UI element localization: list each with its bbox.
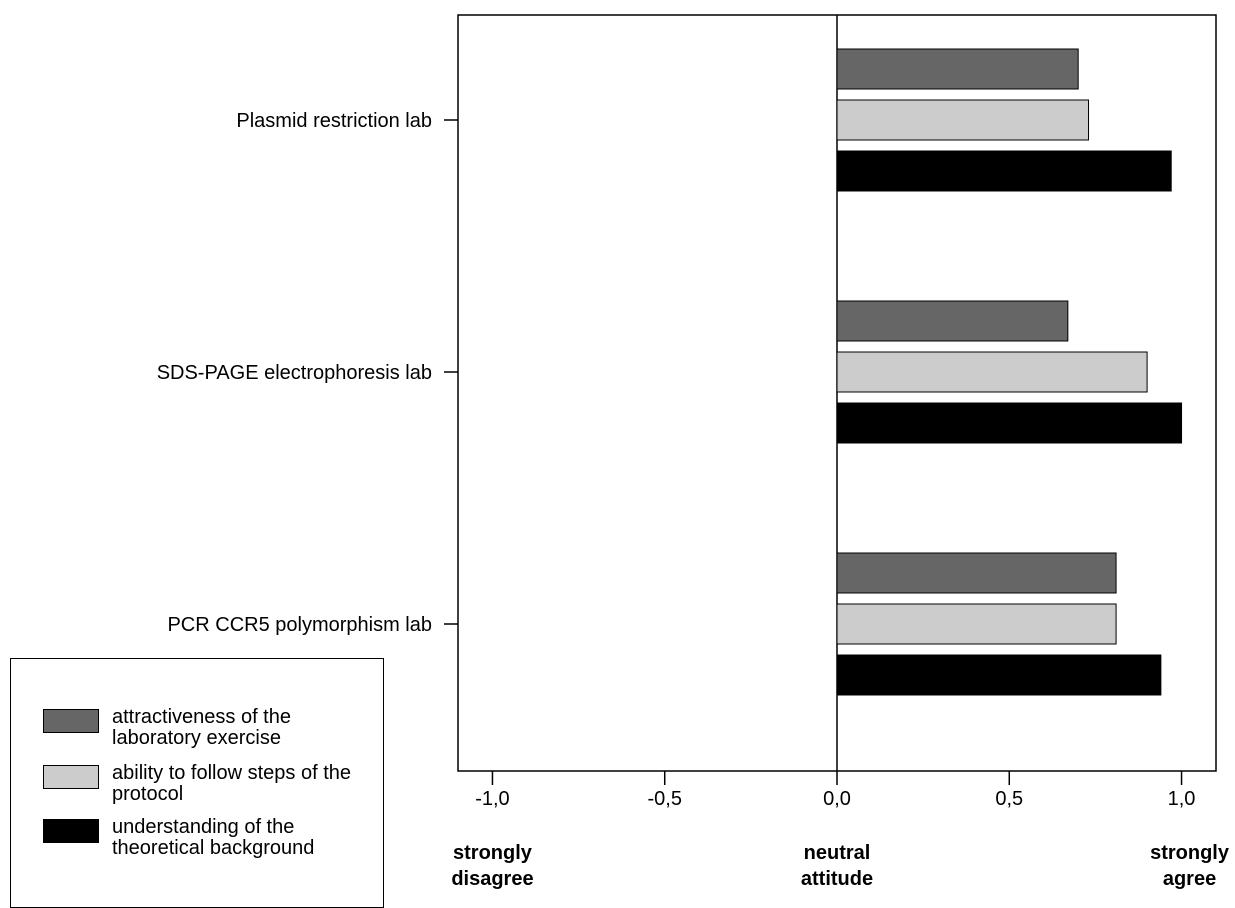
bar-plasmid-restriction-lab-series-2 xyxy=(836,99,1090,141)
bar-pcr-ccr5-polymorphism-lab-series-3 xyxy=(836,654,1162,696)
bar-pcr-ccr5-polymorphism-lab-series-1 xyxy=(836,552,1117,594)
bar-plasmid-restriction-lab-series-1 xyxy=(836,48,1079,90)
category-axis: Plasmid restriction lab SDS-PAGE electrop… xyxy=(157,110,458,636)
legend-swatch-attractiveness xyxy=(43,709,99,733)
x-tick-label: 0,5 xyxy=(995,788,1023,810)
anchor-label-disagree: disagree xyxy=(451,868,533,890)
legend-label-attractiveness: attractiveness of the laboratory exercis… xyxy=(112,706,291,749)
legend-swatch-ability xyxy=(43,765,99,789)
bar-sds-page-electrophoresis-lab-series-3 xyxy=(836,402,1183,444)
legend-swatch-understanding xyxy=(43,819,99,843)
anchor-label-strongly: strongly xyxy=(453,842,533,864)
anchor-label-attitude: attitude xyxy=(801,868,873,890)
x-tick-label: 1,0 xyxy=(1168,788,1196,810)
legend-label-understanding: understanding of the theoretical backgro… xyxy=(112,816,315,859)
anchor-labels: strongly disagree neutral attitude strongly a… xyxy=(451,842,1230,890)
bar-pcr-ccr5-polymorphism-lab-series-2 xyxy=(836,603,1117,645)
category-label-sds-page-electrophoresis-lab: SDS-PAGE electrophoresis lab xyxy=(157,362,432,384)
bars-group xyxy=(836,48,1183,696)
legend: attractiveness of the laboratory exercis… xyxy=(10,658,384,908)
legend-label-ability: ability to follow steps of the protocol xyxy=(112,762,352,805)
bar-plasmid-restriction-lab-series-3 xyxy=(836,150,1172,192)
anchor-label-agree: agree xyxy=(1163,868,1216,890)
x-tick-label: 0,0 xyxy=(823,788,851,810)
anchor-label-neutral: neutral xyxy=(804,842,871,864)
bar-sds-page-electrophoresis-lab-series-1 xyxy=(836,300,1069,342)
bar-sds-page-electrophoresis-lab-series-2 xyxy=(836,351,1148,393)
category-label-pcr-ccr5-polymorphism-lab: PCR CCR5 polymorphism lab xyxy=(167,614,432,636)
x-tick-label: -1,0 xyxy=(475,788,509,810)
category-label-plasmid-restriction-lab: Plasmid restriction lab xyxy=(236,110,432,132)
x-tick-label: -0,5 xyxy=(647,788,681,810)
value-axis: -1,0 -0,5 0,0 0,5 1,0 xyxy=(475,771,1195,810)
anchor-label-strongly: strongly xyxy=(1150,842,1230,864)
